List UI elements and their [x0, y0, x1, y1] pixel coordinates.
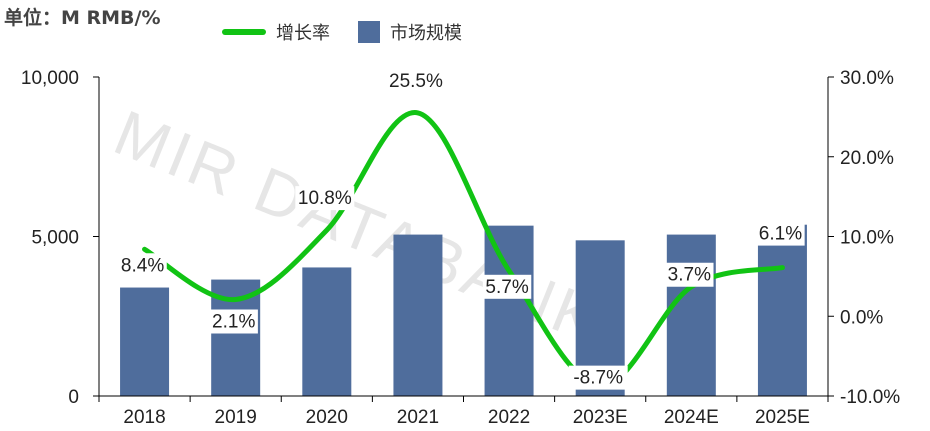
bar-2021	[393, 234, 443, 396]
legend: 增长率 市场规模	[222, 18, 490, 46]
bar-2022	[484, 225, 534, 396]
bar-2020	[302, 267, 352, 396]
growth-label-bg	[118, 253, 167, 278]
labels-layer: 8.4% 2.1% 10.8% 25.5% 5.7% -8.7% 3.7% 6.1%	[118, 68, 805, 390]
legend-label-market-size: 市场规模	[390, 23, 462, 44]
growth-label-2025E: 6.1%	[759, 224, 802, 245]
x-tick-label: 2018	[123, 407, 165, 428]
bar-2024E	[666, 234, 716, 396]
growth-label-2022: 5.7%	[485, 277, 528, 298]
legend-label-growth: 增长率	[276, 23, 330, 44]
right-tick-label: 30.0%	[840, 68, 894, 89]
x-tick-label: 2019	[215, 407, 257, 428]
right-tick-label: 10.0%	[840, 228, 894, 249]
left-tick-label: 0	[68, 387, 79, 408]
line-layer	[142, 110, 785, 389]
legend-item-market-size: 市场规模	[358, 19, 462, 45]
legend-bar-swatch	[358, 21, 380, 43]
x-tick-label: 2021	[397, 407, 439, 428]
growth-label-2023E: -8.7%	[573, 368, 623, 389]
growth-label-bg	[209, 309, 258, 334]
growth-label-2024E: 3.7%	[668, 265, 711, 286]
growth-label-bg	[482, 274, 532, 299]
left-tick-label: 5,000	[31, 228, 79, 249]
x-tick-label: 2020	[306, 407, 348, 428]
growth-label-2019: 2.1%	[212, 312, 255, 333]
right-tick-label: 0.0%	[840, 307, 883, 328]
growth-label-bg	[295, 186, 355, 211]
growth-label-bg	[756, 221, 805, 246]
growth-label-2020: 10.8%	[298, 188, 352, 209]
unit-label: 单位：M RMB/%	[4, 7, 161, 29]
x-tick-label: 2025E	[755, 407, 810, 428]
growth-label-bg	[665, 262, 714, 287]
x-tick-label: 2022	[488, 407, 530, 428]
legend-item-growth: 增长率	[222, 19, 330, 45]
right-tick-label: -10.0%	[840, 387, 900, 408]
growth-label-bg	[568, 365, 628, 390]
axes-layer: 0 5,000 10,000 -10.0% 0.0% 10.0% 20.0% 30.0% 201…	[21, 68, 900, 428]
left-tick-label: 10,000	[21, 68, 79, 89]
growth-label-2021: 25.5%	[389, 71, 443, 92]
growth-line	[142, 110, 785, 389]
growth-label-bg	[386, 68, 446, 93]
x-tick-label: 2024E	[664, 407, 719, 428]
legend-line-swatch	[222, 29, 266, 35]
x-tick-label: 2023E	[573, 407, 628, 428]
bar-2025E	[757, 224, 807, 396]
bar-2018	[120, 287, 170, 396]
right-tick-label: 20.0%	[840, 148, 894, 169]
bars-layer	[120, 224, 807, 396]
growth-label-2018: 8.4%	[121, 255, 164, 276]
